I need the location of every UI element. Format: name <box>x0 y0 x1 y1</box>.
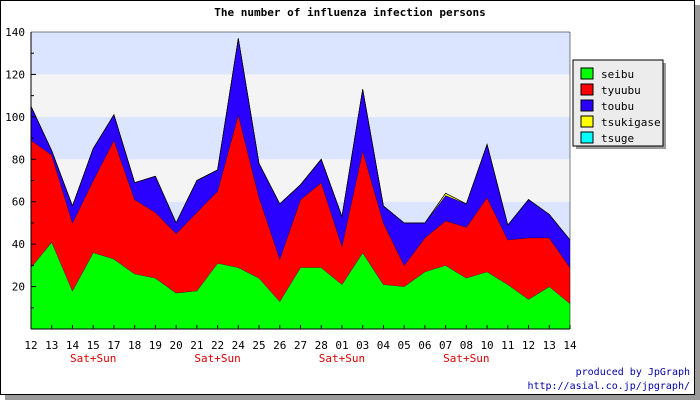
y-tick-label: 140 <box>5 26 25 39</box>
background-band <box>31 74 570 117</box>
y-tick-labels: 20 40 60 80 100 120 140 <box>5 26 25 294</box>
x-tick-label: 13 <box>45 339 58 352</box>
x-tick-label: 14 <box>66 339 80 352</box>
y-tick-label: 60 <box>12 196 25 209</box>
y-tick-label: 40 <box>12 238 25 251</box>
legend-swatch-toubu <box>580 99 594 112</box>
x-tick-label: 05 <box>398 339 411 352</box>
y-tick-label: 80 <box>12 153 25 166</box>
legend-swatch-seibu <box>580 67 594 80</box>
x-tick-label: 18 <box>128 339 141 352</box>
series-area-tyuubu <box>31 114 570 304</box>
weekend-label: Sat+Sun <box>443 352 489 365</box>
footer-credit: produced by JpGraph <box>576 367 690 378</box>
axes <box>30 31 571 330</box>
x-tick-label: 24 <box>232 339 246 352</box>
x-tick-label: 13 <box>543 339 556 352</box>
x-tick-label: 12 <box>522 339 535 352</box>
y-tick-label: 20 <box>12 281 25 294</box>
x-tick-label: 28 <box>315 339 328 352</box>
weekend-label: Sat+Sun <box>319 352 365 365</box>
x-tick-labels: 12 13 14 15 17 18 19 20 21 22 24 25 26 27 28 01 03 04 05 06… <box>24 339 577 352</box>
x-tick-label: 27 <box>294 339 307 352</box>
x-tick-label: 25 <box>252 339 265 352</box>
x-tick-label: 10 <box>480 339 493 352</box>
x-tick-label: 04 <box>377 339 391 352</box>
legend-swatch-tsuge <box>580 131 594 144</box>
x-tick-label: 08 <box>460 339 473 352</box>
x-tick-label: 03 <box>356 339 369 352</box>
x-tick-label: 19 <box>149 339 162 352</box>
series-area-seibu <box>31 242 570 329</box>
background-band <box>31 32 570 75</box>
x-tick-label: 14 <box>563 339 577 352</box>
x-tick-label: 06 <box>418 339 431 352</box>
x-tick-label: 21 <box>190 339 203 352</box>
weekend-labels: Sat+Sun Sat+Sun Sat+Sun Sat+Sun <box>70 352 490 365</box>
x-tick-label: 07 <box>439 339 452 352</box>
y-tick-label: 100 <box>5 111 25 124</box>
x-tick-label: 17 <box>107 339 120 352</box>
x-tick-label: 20 <box>169 339 182 352</box>
x-tick-label: 01 <box>335 339 348 352</box>
legend-label-toubu: toubu <box>601 100 634 113</box>
x-tick-label: 26 <box>273 339 286 352</box>
x-tick-label: 22 <box>211 339 224 352</box>
footer-url[interactable]: http://asial.co.jp/jpgraph/ <box>527 381 690 392</box>
weekend-label: Sat+Sun <box>70 352 116 365</box>
legend-label-seibu: seibu <box>601 68 634 81</box>
x-tick-label: 12 <box>24 339 37 352</box>
weekend-label: Sat+Sun <box>194 352 240 365</box>
series-areas <box>30 38 571 329</box>
x-tick-label: 11 <box>501 339 514 352</box>
legend: seibu tyuubu toubu tsukigase tsuge <box>572 59 666 149</box>
series-line-tsuge <box>30 38 571 241</box>
chart-title: The number of influenza infection person… <box>214 6 486 19</box>
series-area-toubu <box>31 38 570 268</box>
legend-label-tsukigase: tsukigase <box>601 116 661 129</box>
legend-label-tsuge: tsuge <box>601 132 634 145</box>
legend-swatch-tyuubu <box>580 83 594 96</box>
x-tick-label: 15 <box>87 339 100 352</box>
legend-swatch-tsukigase <box>580 115 594 128</box>
legend-label-tyuubu: tyuubu <box>601 84 641 97</box>
y-tick-label: 120 <box>5 68 25 81</box>
